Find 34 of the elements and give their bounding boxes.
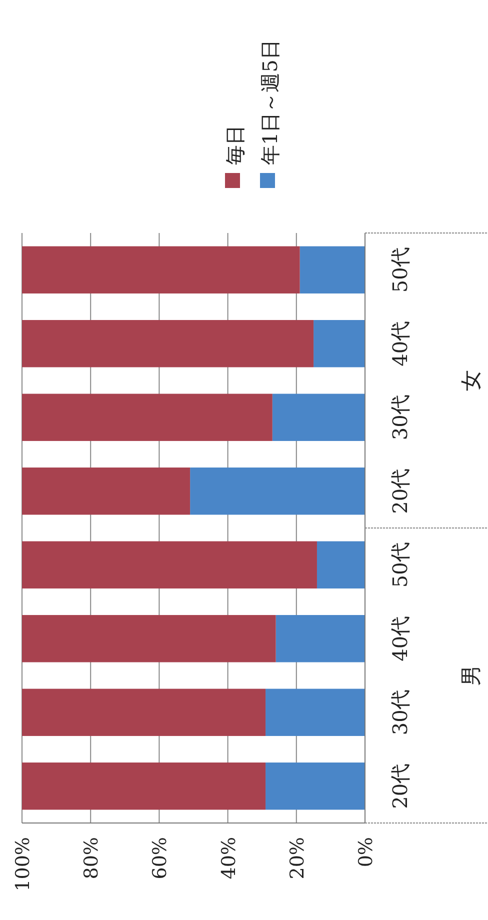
x-tick-label: 60%	[149, 837, 172, 880]
bar	[22, 615, 276, 662]
x-tick-label: 100%	[12, 837, 34, 892]
y-tick-label: 20代	[388, 468, 412, 514]
y-tick-label: 30代	[388, 690, 412, 736]
bar	[276, 615, 365, 662]
bar	[22, 541, 317, 588]
text: 年1日～週5日	[258, 40, 282, 165]
bar	[300, 246, 365, 294]
bar	[266, 762, 365, 810]
text: 女	[459, 370, 483, 391]
bar	[22, 468, 190, 515]
y-tick-label: 20代	[388, 763, 412, 809]
y-tick-label: 40代	[388, 616, 412, 662]
x-tick-label: 40%	[218, 837, 240, 880]
y-tick-label: 40代	[388, 320, 412, 366]
bar	[22, 394, 272, 441]
bar	[22, 246, 300, 294]
text: 毎日	[223, 125, 247, 165]
bar	[314, 320, 365, 368]
x-tick-label: 20%	[286, 837, 308, 880]
y-tick-label: 30代	[388, 394, 412, 440]
text: 男	[459, 665, 483, 686]
y-tick-label: 50代	[388, 542, 412, 588]
bar	[272, 394, 365, 441]
bar	[190, 468, 365, 515]
bar	[316, 541, 365, 588]
bar	[22, 688, 266, 736]
bar	[266, 688, 365, 736]
y-tick-label: 50代	[388, 247, 412, 293]
bar	[22, 762, 266, 810]
x-tick-label: 80%	[80, 837, 103, 880]
x-tick-label: 0%	[355, 837, 377, 868]
bar	[22, 320, 314, 368]
